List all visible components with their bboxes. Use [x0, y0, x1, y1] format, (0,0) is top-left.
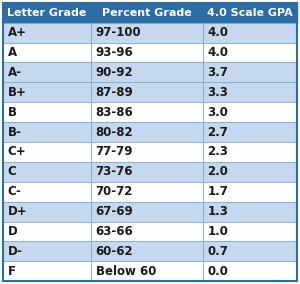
Bar	[91, 82, 203, 102]
Bar	[203, 261, 297, 281]
Text: D+: D+	[8, 205, 27, 218]
Text: 0.7: 0.7	[207, 245, 228, 258]
Bar	[91, 162, 203, 182]
Bar	[203, 162, 297, 182]
Text: 77-79: 77-79	[96, 145, 133, 158]
Bar	[3, 241, 91, 261]
Bar	[203, 222, 297, 241]
Text: 3.7: 3.7	[207, 66, 228, 79]
Text: F: F	[8, 265, 16, 278]
Text: 70-72: 70-72	[96, 185, 133, 198]
Text: 0.0: 0.0	[207, 265, 228, 278]
Text: 1.3: 1.3	[207, 205, 228, 218]
Text: 63-66: 63-66	[96, 225, 134, 238]
Text: 67-69: 67-69	[96, 205, 134, 218]
Text: B-: B-	[8, 126, 21, 139]
Bar	[3, 142, 91, 162]
Bar	[203, 202, 297, 222]
Bar	[203, 62, 297, 82]
Text: 2.7: 2.7	[207, 126, 228, 139]
Bar	[91, 102, 203, 122]
Bar	[203, 23, 297, 43]
Text: A+: A+	[8, 26, 26, 39]
Text: C+: C+	[8, 145, 26, 158]
Bar	[91, 3, 203, 23]
Bar	[3, 102, 91, 122]
Text: B: B	[8, 106, 16, 119]
Bar	[203, 122, 297, 142]
Bar	[91, 261, 203, 281]
Bar	[91, 122, 203, 142]
Bar	[3, 82, 91, 102]
Bar	[91, 241, 203, 261]
Bar	[3, 62, 91, 82]
Text: 93-96: 93-96	[96, 46, 134, 59]
Text: 80-82: 80-82	[96, 126, 133, 139]
Bar	[203, 3, 297, 23]
Bar	[3, 202, 91, 222]
Text: 1.7: 1.7	[207, 185, 228, 198]
Text: D: D	[8, 225, 17, 238]
Text: B+: B+	[8, 86, 26, 99]
Bar	[203, 82, 297, 102]
Text: 87-89: 87-89	[96, 86, 134, 99]
Bar	[91, 202, 203, 222]
Text: Below 60: Below 60	[96, 265, 156, 278]
Bar	[203, 241, 297, 261]
Text: 4.0: 4.0	[207, 46, 228, 59]
Text: 4.0 Scale GPA: 4.0 Scale GPA	[207, 8, 293, 18]
Bar	[3, 162, 91, 182]
Text: A-: A-	[8, 66, 22, 79]
Text: 73-76: 73-76	[96, 165, 133, 178]
Text: C: C	[8, 165, 16, 178]
Bar	[3, 23, 91, 43]
Bar	[3, 182, 91, 202]
Text: Letter Grade: Letter Grade	[8, 8, 87, 18]
Text: 90-92: 90-92	[96, 66, 133, 79]
Text: A: A	[8, 46, 16, 59]
Text: 4.0: 4.0	[207, 26, 228, 39]
Bar	[91, 182, 203, 202]
Bar	[91, 62, 203, 82]
Text: D-: D-	[8, 245, 22, 258]
Bar	[91, 23, 203, 43]
Bar	[203, 142, 297, 162]
Text: Percent Grade: Percent Grade	[102, 8, 192, 18]
Bar	[3, 3, 91, 23]
Text: C-: C-	[8, 185, 21, 198]
Bar	[91, 142, 203, 162]
Bar	[3, 261, 91, 281]
Text: 2.0: 2.0	[207, 165, 228, 178]
Text: 3.3: 3.3	[207, 86, 228, 99]
Text: 60-62: 60-62	[96, 245, 133, 258]
Bar	[3, 43, 91, 62]
Bar	[203, 43, 297, 62]
Text: 3.0: 3.0	[207, 106, 228, 119]
Bar	[203, 102, 297, 122]
Bar	[91, 43, 203, 62]
Bar	[3, 222, 91, 241]
Bar	[91, 222, 203, 241]
Text: 97-100: 97-100	[96, 26, 141, 39]
Text: 83-86: 83-86	[96, 106, 134, 119]
Text: 2.3: 2.3	[207, 145, 228, 158]
Bar	[203, 182, 297, 202]
Text: 1.0: 1.0	[207, 225, 228, 238]
Bar	[3, 122, 91, 142]
